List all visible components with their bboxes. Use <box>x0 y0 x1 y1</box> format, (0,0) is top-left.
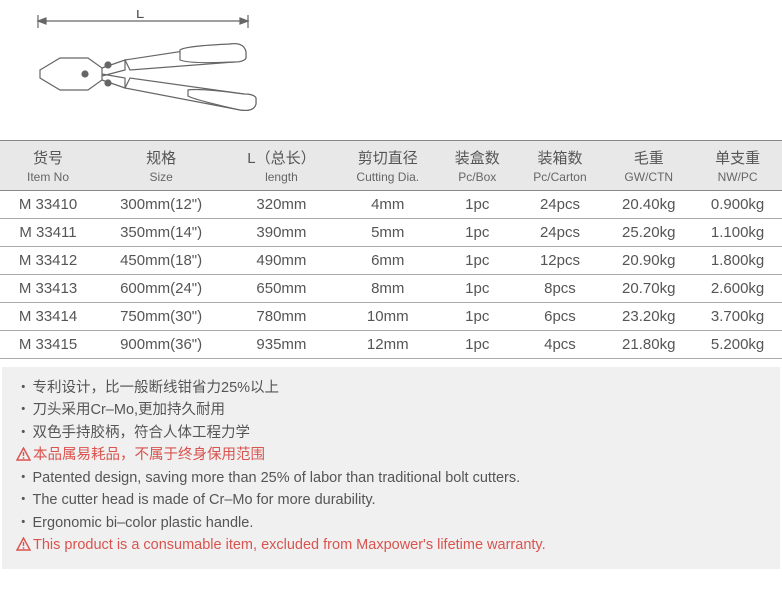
table-cell: 300mm(12") <box>96 191 226 219</box>
table-cell: 12pcs <box>516 247 605 275</box>
table-cell: 8pcs <box>516 275 605 303</box>
table-cell: 650mm <box>226 275 336 303</box>
table-cell: M 33414 <box>0 303 96 331</box>
table-cell: 23.20kg <box>604 303 693 331</box>
column-header-cn: 剪切直径 <box>341 147 435 168</box>
note-warn-en: This product is a consumable item, exclu… <box>16 534 766 556</box>
table-cell: 490mm <box>226 247 336 275</box>
table-cell: 24pcs <box>516 191 605 219</box>
spec-table: 货号 Item No 规格 Size L（总长） length 剪切直径 Cutting Di… <box>0 140 782 359</box>
table-cell: M 33413 <box>0 275 96 303</box>
column-header: L（总长） length <box>226 141 336 191</box>
table-cell: M 33412 <box>0 247 96 275</box>
spec-table-body: M 33410300mm(12")320mm4mm1pc24pcs20.40kg… <box>0 191 782 359</box>
table-cell: 1.800kg <box>693 247 782 275</box>
column-header-cn: 装箱数 <box>520 147 601 168</box>
table-cell: 6mm <box>337 247 439 275</box>
note-line-en: ・Patented design, saving more than 25% o… <box>16 467 766 489</box>
table-cell: M 33415 <box>0 331 96 359</box>
note-warn-cn: 本品属易耗品，不属于终身保用范围 <box>16 444 766 466</box>
column-header-en: Pc/Carton <box>520 170 601 184</box>
table-cell: 450mm(18") <box>96 247 226 275</box>
column-header-en: NW/PC <box>697 170 778 184</box>
table-cell: 1pc <box>439 219 516 247</box>
table-cell: 900mm(36") <box>96 331 226 359</box>
table-cell: 8mm <box>337 275 439 303</box>
note-line-cn: ・刀头采用Cr–Mo,更加持久耐用 <box>16 399 766 421</box>
table-cell: 20.40kg <box>604 191 693 219</box>
table-cell: 1pc <box>439 275 516 303</box>
column-header-en: length <box>230 170 332 184</box>
table-row: M 33414750mm(30")780mm10mm1pc6pcs23.20kg… <box>0 303 782 331</box>
column-header: 剪切直径 Cutting Dia. <box>337 141 439 191</box>
table-cell: 20.90kg <box>604 247 693 275</box>
column-header-cn: 规格 <box>100 147 222 168</box>
column-header-en: Cutting Dia. <box>341 170 435 184</box>
notes-box: ・专利设计，比一般断线钳省力25%以上・刀头采用Cr–Mo,更加持久耐用・双色手… <box>2 367 780 569</box>
table-cell: 12mm <box>337 331 439 359</box>
warning-icon <box>16 446 31 460</box>
table-cell: 600mm(24") <box>96 275 226 303</box>
table-cell: 10mm <box>337 303 439 331</box>
table-cell: 4pcs <box>516 331 605 359</box>
column-header: 装盒数 Pc/Box <box>439 141 516 191</box>
table-cell: 21.80kg <box>604 331 693 359</box>
table-cell: 750mm(30") <box>96 303 226 331</box>
column-header: 装箱数 Pc/Carton <box>516 141 605 191</box>
table-cell: 1pc <box>439 331 516 359</box>
column-header: 毛重 GW/CTN <box>604 141 693 191</box>
table-cell: M 33411 <box>0 219 96 247</box>
column-header: 单支重 NW/PC <box>693 141 782 191</box>
table-cell: 0.900kg <box>693 191 782 219</box>
spec-table-header: 货号 Item No 规格 Size L（总长） length 剪切直径 Cutting Di… <box>0 141 782 191</box>
bolt-cutter-diagram: L <box>30 10 350 130</box>
column-header-en: Pc/Box <box>443 170 512 184</box>
table-cell: 1pc <box>439 191 516 219</box>
column-header-en: Size <box>100 170 222 184</box>
table-row: M 33415900mm(36")935mm12mm1pc4pcs21.80kg… <box>0 331 782 359</box>
note-line-cn: ・专利设计，比一般断线钳省力25%以上 <box>16 377 766 399</box>
table-cell: 320mm <box>226 191 336 219</box>
product-diagram: L <box>0 0 782 140</box>
table-cell: M 33410 <box>0 191 96 219</box>
table-cell: 6pcs <box>516 303 605 331</box>
warning-icon <box>16 536 31 550</box>
length-label: L <box>136 10 144 22</box>
table-cell: 5.200kg <box>693 331 782 359</box>
table-cell: 25.20kg <box>604 219 693 247</box>
table-row: M 33412450mm(18")490mm6mm1pc12pcs20.90kg… <box>0 247 782 275</box>
table-cell: 1.100kg <box>693 219 782 247</box>
note-line-cn: ・双色手持胶柄，符合人体工程力学 <box>16 422 766 444</box>
column-header-cn: 货号 <box>4 147 92 168</box>
table-cell: 780mm <box>226 303 336 331</box>
table-cell: 935mm <box>226 331 336 359</box>
table-cell: 20.70kg <box>604 275 693 303</box>
column-header-cn: 毛重 <box>608 147 689 168</box>
table-cell: 350mm(14") <box>96 219 226 247</box>
table-row: M 33411350mm(14")390mm5mm1pc24pcs25.20kg… <box>0 219 782 247</box>
table-cell: 3.700kg <box>693 303 782 331</box>
table-cell: 1pc <box>439 303 516 331</box>
table-cell: 24pcs <box>516 219 605 247</box>
note-warn-cn-text: 本品属易耗品，不属于终身保用范围 <box>33 447 265 463</box>
column-header-cn: 装盒数 <box>443 147 512 168</box>
column-header-cn: L（总长） <box>230 147 332 168</box>
column-header-cn: 单支重 <box>697 147 778 168</box>
column-header-en: GW/CTN <box>608 170 689 184</box>
table-cell: 4mm <box>337 191 439 219</box>
column-header-en: Item No <box>4 170 92 184</box>
table-cell: 390mm <box>226 219 336 247</box>
note-line-en: ・The cutter head is made of Cr–Mo for mo… <box>16 489 766 511</box>
table-row: M 33413600mm(24")650mm8mm1pc8pcs20.70kg2… <box>0 275 782 303</box>
table-cell: 1pc <box>439 247 516 275</box>
column-header: 规格 Size <box>96 141 226 191</box>
column-header: 货号 Item No <box>0 141 96 191</box>
table-row: M 33410300mm(12")320mm4mm1pc24pcs20.40kg… <box>0 191 782 219</box>
table-cell: 2.600kg <box>693 275 782 303</box>
table-cell: 5mm <box>337 219 439 247</box>
note-warn-en-text: This product is a consumable item, exclu… <box>33 537 546 553</box>
note-line-en: ・Ergonomic bi–color plastic handle. <box>16 512 766 534</box>
